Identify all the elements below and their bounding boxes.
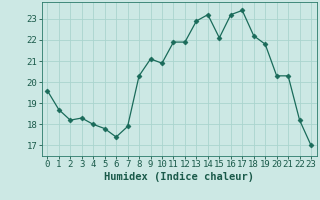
X-axis label: Humidex (Indice chaleur): Humidex (Indice chaleur): [104, 172, 254, 182]
